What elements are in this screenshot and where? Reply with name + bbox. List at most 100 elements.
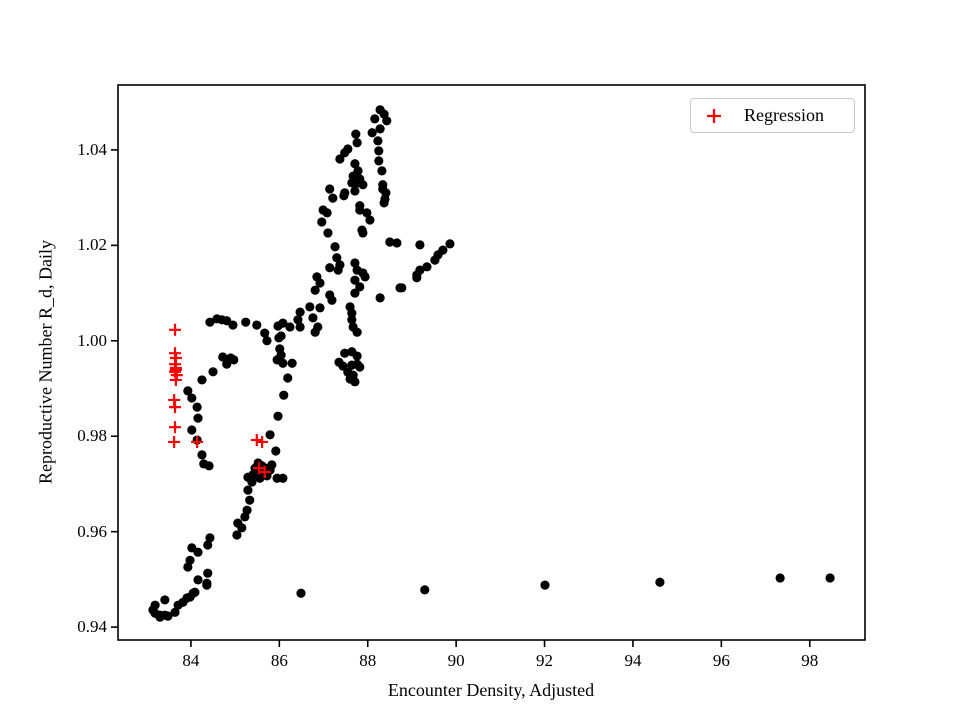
x-tick-label: 92 <box>536 651 554 670</box>
data-point <box>278 318 288 328</box>
data-point <box>347 315 357 325</box>
data-point <box>375 124 385 134</box>
data-point <box>273 411 283 421</box>
x-tick-label: 88 <box>359 651 377 670</box>
data-point <box>350 258 360 268</box>
data-point <box>205 317 215 327</box>
data-point <box>345 374 355 384</box>
data-point <box>825 573 835 583</box>
data-point <box>352 265 362 275</box>
data-point <box>352 138 362 148</box>
data-point <box>328 193 338 203</box>
data-point <box>422 262 432 272</box>
data-point <box>193 575 203 585</box>
data-point <box>362 208 372 218</box>
data-point <box>313 322 323 332</box>
data-point <box>317 217 327 227</box>
data-point <box>360 272 370 282</box>
x-tick-label: 90 <box>447 651 465 670</box>
data-point <box>330 242 340 252</box>
data-point <box>222 359 232 369</box>
data-point <box>170 607 180 617</box>
data-point <box>339 191 349 201</box>
data-point <box>163 611 173 621</box>
data-point <box>315 278 325 288</box>
regression-point <box>250 434 263 447</box>
data-point <box>323 228 333 238</box>
data-point <box>338 361 348 371</box>
data-point <box>365 215 375 225</box>
data-point <box>352 351 362 361</box>
data-point <box>310 285 320 295</box>
scatter-points <box>148 105 835 622</box>
data-point <box>540 580 550 590</box>
data-point <box>296 588 306 598</box>
x-tick-label: 96 <box>712 651 730 670</box>
y-axis-label: Reproductive Number R_d, Daily <box>35 240 56 484</box>
y-tick-label: 1.00 <box>77 330 107 350</box>
data-point <box>355 174 365 184</box>
plot-frame <box>117 84 866 641</box>
data-point <box>183 562 193 572</box>
data-point <box>232 530 242 540</box>
data-point <box>355 362 365 372</box>
data-point <box>187 543 197 553</box>
data-point <box>242 505 252 515</box>
data-point <box>358 228 368 238</box>
data-point <box>340 348 350 358</box>
data-point <box>350 275 360 285</box>
data-point <box>271 446 281 456</box>
data-point <box>183 386 193 396</box>
data-point <box>190 587 200 597</box>
data-point <box>385 237 395 247</box>
data-point <box>205 533 215 543</box>
legend-label: Regression <box>744 105 824 125</box>
data-point <box>229 355 239 365</box>
y-tick-label: 0.94 <box>77 617 107 637</box>
y-tick-label: 1.02 <box>77 235 107 255</box>
data-point <box>241 317 251 327</box>
data-point <box>260 328 270 338</box>
y-tick-label: 0.96 <box>77 521 107 541</box>
data-point <box>285 322 295 332</box>
data-point <box>202 578 212 588</box>
data-point <box>187 393 197 403</box>
data-point <box>351 129 361 139</box>
data-point <box>204 461 214 471</box>
x-axis-label: Encounter Density, Adjusted <box>387 680 595 700</box>
data-point <box>374 156 384 166</box>
data-point <box>197 450 207 460</box>
data-point <box>335 154 345 164</box>
x-tick-label: 94 <box>624 651 642 670</box>
data-point <box>381 188 391 198</box>
regression-point <box>169 363 182 376</box>
data-point <box>237 523 247 533</box>
data-point <box>392 238 402 248</box>
data-point <box>262 336 272 346</box>
data-point <box>347 308 357 318</box>
data-point <box>276 350 286 360</box>
data-point <box>355 201 365 211</box>
data-point <box>412 273 422 283</box>
data-point <box>340 148 350 158</box>
data-point <box>243 485 253 495</box>
regression-point <box>168 435 181 448</box>
data-point <box>208 367 218 377</box>
data-point <box>325 184 335 194</box>
data-point <box>373 136 383 146</box>
y-tick-label: 1.04 <box>77 139 107 159</box>
data-point <box>332 253 342 263</box>
data-point <box>382 116 392 126</box>
data-point <box>245 495 255 505</box>
data-point <box>265 430 275 440</box>
data-point <box>278 473 288 483</box>
data-point <box>655 577 665 587</box>
data-point <box>267 460 277 470</box>
axis-ticks <box>111 149 811 647</box>
data-point <box>315 303 325 313</box>
data-point <box>374 146 384 156</box>
data-point <box>367 128 377 138</box>
data-point <box>203 540 213 550</box>
data-point <box>350 159 360 169</box>
